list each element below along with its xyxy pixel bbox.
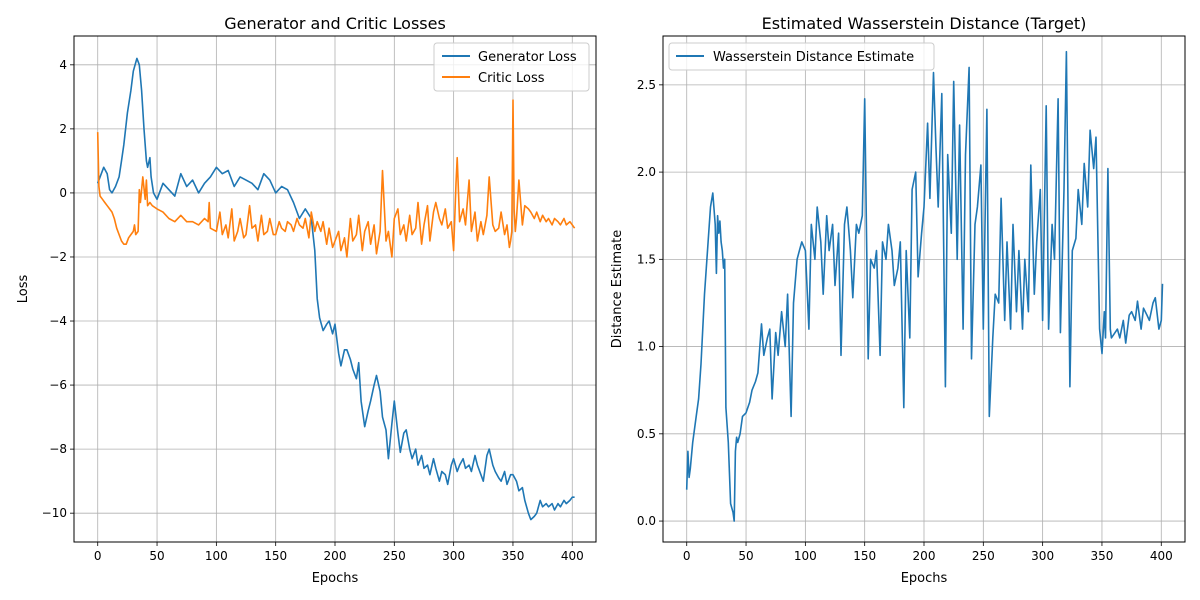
- wasserstein-x-axis-label: Epochs: [901, 571, 948, 586]
- loss-y-axis-label: Loss: [16, 275, 31, 304]
- wasserstein-legend-box: [668, 42, 935, 71]
- wasserstein-x-tick-label: 350: [1091, 549, 1114, 563]
- loss-x-tick-label: 100: [205, 549, 228, 563]
- legend-label-generator-loss: Generator Loss: [478, 50, 577, 65]
- loss-x-tick-label: 400: [561, 549, 584, 563]
- loss-ticks: 0 50 100 150 200 250 300 350 400 −10 −8 −6 −4 −2 0 2 4: [42, 58, 584, 563]
- wasserstein-ticks: 0 50 100 150 200 250 300 350 400 0.0 0.5 1.0 1.5 2.0 2…: [637, 78, 1173, 563]
- wasserstein-chart-title: Estimated Wasserstein Distance (Target): [762, 14, 1087, 33]
- series-line-generator-loss: [96, 57, 575, 521]
- wasserstein-x-tick-label: 50: [738, 549, 753, 563]
- loss-chart-title: Generator and Critic Losses: [224, 14, 446, 33]
- loss-x-tick-label: 200: [324, 549, 347, 563]
- wasserstein-lines: [685, 50, 1164, 522]
- loss-y-tick-label: −6: [49, 378, 67, 392]
- wasserstein-x-tick-label: 200: [913, 549, 936, 563]
- wasserstein-x-tick-label: 400: [1150, 549, 1173, 563]
- loss-y-tick-label: 4: [59, 58, 67, 72]
- loss-y-tick-label: −2: [49, 250, 67, 264]
- wasserstein-chart: 0 50 100 150 200 250 300 350 400 0.0 0.5 1.0 1.5 2.0 2…: [610, 14, 1186, 586]
- loss-chart: 0 50 100 150 200 250 300 350 400 −10 −8 −6 −4 −2 0 2 4 G…: [16, 14, 597, 586]
- series-line-wasserstein-distance-estimate: [685, 50, 1164, 522]
- wasserstein-y-tick-label: 0.5: [637, 427, 656, 441]
- series-line-critic-loss: [96, 99, 576, 258]
- loss-legend: Generator Loss Critic Loss: [433, 42, 590, 92]
- wasserstein-y-tick-label: 2.5: [637, 78, 656, 92]
- loss-x-tick-label: 250: [383, 549, 406, 563]
- loss-y-tick-label: −8: [49, 442, 67, 456]
- wasserstein-y-tick-label: 0.0: [637, 514, 656, 528]
- wasserstein-x-tick-label: 100: [794, 549, 817, 563]
- loss-x-tick-label: 350: [502, 549, 525, 563]
- wasserstein-y-tick-label: 1.5: [637, 252, 656, 266]
- loss-legend-box: [433, 42, 590, 92]
- wasserstein-x-tick-label: 0: [683, 549, 691, 563]
- legend-label-wasserstein: Wasserstein Distance Estimate: [713, 50, 914, 65]
- wasserstein-legend: Wasserstein Distance Estimate: [668, 42, 935, 71]
- wasserstein-x-tick-label: 150: [853, 549, 876, 563]
- loss-x-tick-label: 50: [149, 549, 164, 563]
- wasserstein-x-tick-label: 300: [1031, 549, 1054, 563]
- loss-x-axis-label: Epochs: [312, 571, 359, 586]
- loss-x-tick-label: 150: [264, 549, 287, 563]
- wasserstein-y-tick-label: 1.0: [637, 340, 656, 354]
- loss-y-tick-label: −10: [42, 506, 67, 520]
- loss-y-tick-label: 0: [59, 186, 67, 200]
- loss-y-tick-label: 2: [59, 122, 67, 136]
- wasserstein-x-tick-label: 250: [972, 549, 995, 563]
- loss-x-tick-label: 300: [442, 549, 465, 563]
- loss-x-tick-label: 0: [94, 549, 102, 563]
- loss-lines: [96, 57, 576, 521]
- wasserstein-y-tick-label: 2.0: [637, 165, 656, 179]
- wasserstein-y-axis-label: Distance Estimate: [610, 230, 625, 348]
- legend-label-critic-loss: Critic Loss: [478, 71, 545, 86]
- loss-y-tick-label: −4: [49, 314, 67, 328]
